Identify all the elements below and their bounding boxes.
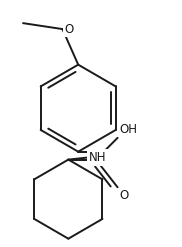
Text: O: O <box>120 189 129 202</box>
Text: NH: NH <box>89 151 107 164</box>
Text: OH: OH <box>120 123 138 136</box>
Text: O: O <box>64 22 74 36</box>
